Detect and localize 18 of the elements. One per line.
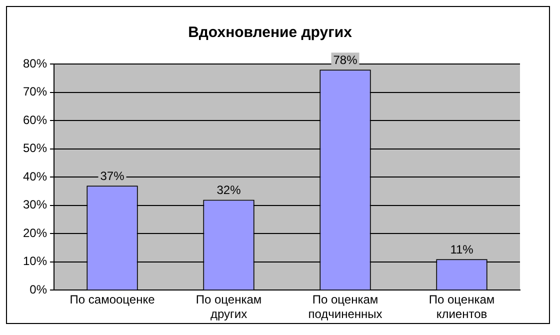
y-tick-label: 60% <box>22 112 48 127</box>
chart-title: Вдохновление других <box>188 24 353 42</box>
y-tick-label: 30% <box>22 198 48 212</box>
data-label: 37% <box>100 168 125 183</box>
data-label: 11% <box>450 242 474 256</box>
y-tick-label: 0% <box>30 282 48 297</box>
x-tick-label: По оценкам подчиненных <box>308 292 382 322</box>
y-tick-label: 80% <box>22 56 48 70</box>
y-tick-label: 40% <box>22 169 48 184</box>
data-label: 78% <box>333 52 358 67</box>
y-tick-label: 10% <box>22 254 48 268</box>
y-tick-label: 20% <box>22 226 48 240</box>
data-label: 32% <box>216 183 242 198</box>
y-tick-label: 70% <box>22 84 48 99</box>
x-tick-label: По оценкам других <box>196 292 262 322</box>
y-tick-label: 50% <box>22 141 48 156</box>
x-tick-label: По оценкам клиентов <box>428 292 495 322</box>
x-tick-label: По самооценке <box>70 292 156 307</box>
